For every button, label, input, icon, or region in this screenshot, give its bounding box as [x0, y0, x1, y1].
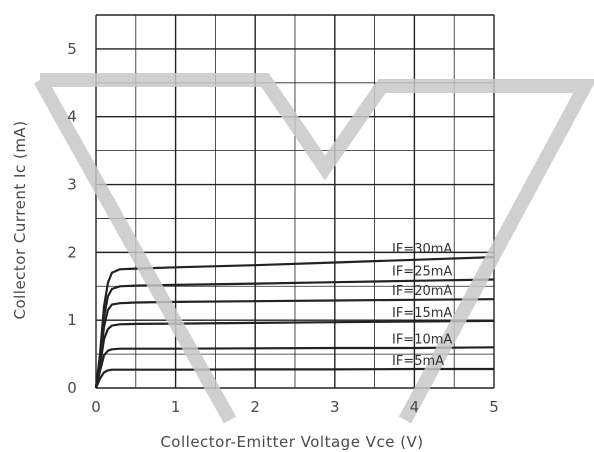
curve-label: IF=30mA	[392, 242, 452, 257]
curve-label: IF=15mA	[392, 306, 452, 321]
x-tick-label: 4	[410, 398, 420, 416]
x-tick-label: 0	[91, 398, 101, 416]
x-tick-label: 5	[489, 398, 499, 416]
curve-series	[94, 256, 495, 389]
y-tick-label: 5	[67, 40, 77, 58]
y-tick-label: 1	[67, 311, 77, 329]
y-tick-label: 2	[67, 243, 77, 261]
x-axis-label: Collector-Emitter Voltage Vce (V)	[160, 433, 423, 451]
y-tick-label: 4	[67, 108, 77, 126]
curve-if-20ma	[94, 298, 495, 389]
y-axis-ticks: 0 1 2 3 4 5	[67, 40, 77, 397]
curve-labels: IF=30mA IF=25mA IF=20mA IF=15mA IF=10mA IF=5m…	[392, 242, 452, 369]
curve-label: IF=10mA	[392, 332, 452, 347]
curve-if-5ma	[94, 367, 494, 389]
curve-if-15ma	[94, 319, 495, 389]
x-tick-label: 1	[171, 398, 181, 416]
y-tick-label: 3	[67, 176, 77, 194]
y-tick-label: 0	[67, 379, 77, 397]
watermark-logo	[33, 73, 594, 424]
x-tick-label: 2	[250, 398, 260, 416]
curve-label: IF=25mA	[392, 264, 452, 279]
curve-label: IF=5mA	[392, 354, 444, 369]
curve-if-25ma	[94, 278, 495, 389]
x-axis-ticks: 0 1 2 3 4 5	[91, 398, 499, 416]
curve-if-10ma	[94, 346, 495, 389]
curve-label: IF=20mA	[392, 284, 452, 299]
x-tick-label: 3	[330, 398, 340, 416]
y-axis-label: Collector Current Ic (mA)	[11, 120, 29, 319]
